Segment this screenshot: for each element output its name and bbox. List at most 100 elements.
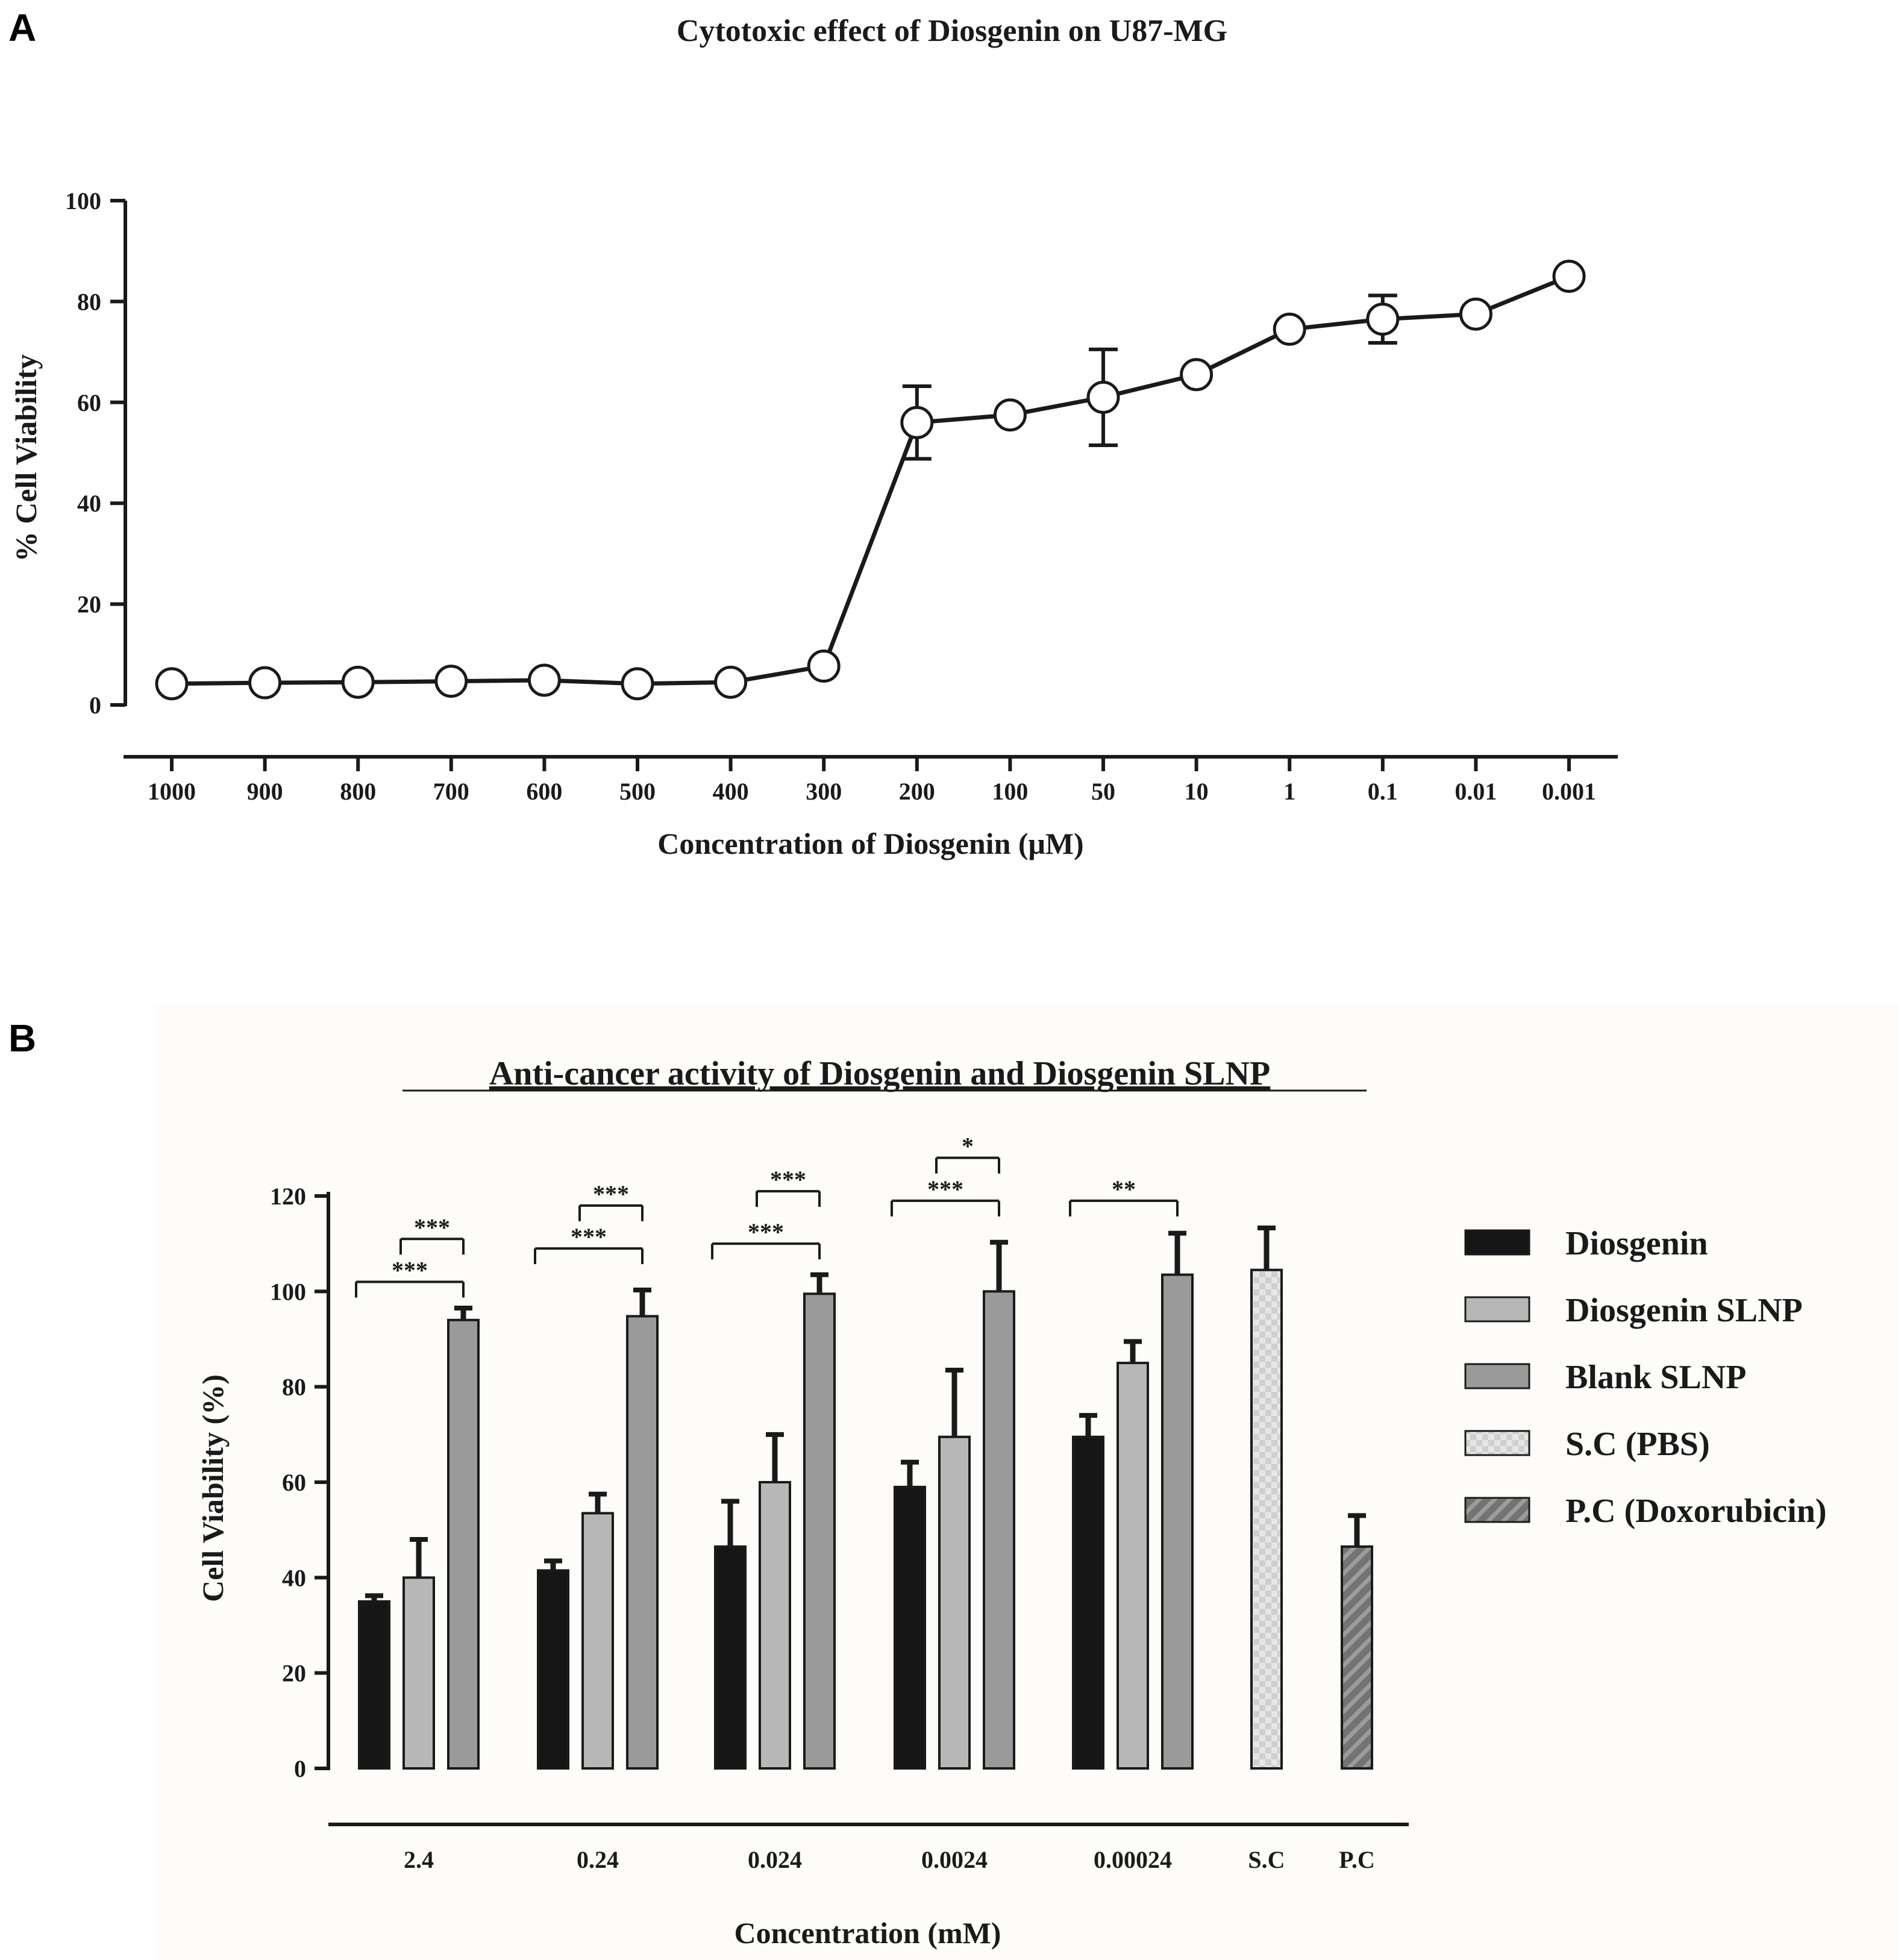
chart-b-bar bbox=[894, 1485, 926, 1770]
chart-b-bar bbox=[938, 1435, 971, 1770]
chart-a-points bbox=[155, 260, 1586, 701]
chart-a-data-point bbox=[1459, 297, 1492, 331]
chart-a-x-tick-label: 900 bbox=[247, 778, 283, 805]
chart-a-y-tick-label: 40 bbox=[77, 490, 101, 517]
chart-b-legend-label: Blank SLNP bbox=[1565, 1359, 1746, 1396]
chart-a-x-tick-label: 200 bbox=[899, 778, 935, 805]
chart-b-y-tick-label: 0 bbox=[294, 1755, 306, 1782]
chart-b-bar bbox=[1341, 1545, 1373, 1770]
chart-b-legend: Diosgenin Diosgenin SLNP Blank SLNP S.C (PB… bbox=[1464, 1225, 1827, 1530]
chart-b-bar bbox=[358, 1600, 390, 1770]
panel-label-b: B bbox=[8, 1016, 36, 1060]
chart-b-legend-label: S.C (PBS) bbox=[1565, 1426, 1710, 1463]
chart-b-significance-label: *** bbox=[593, 1180, 629, 1207]
chart-b-x-tick-label: 2.4 bbox=[404, 1846, 434, 1873]
chart-b-x-ticks: 2.4 0.24 0.024 0.0024 0.00024 S.C P.C bbox=[404, 1846, 1375, 1873]
chart-b-significance-label: * bbox=[962, 1133, 974, 1160]
chart-a-data-point bbox=[155, 667, 189, 701]
chart-b-bar bbox=[803, 1292, 836, 1770]
chart-a-y-tick-label: 60 bbox=[77, 389, 101, 416]
chart-b-background bbox=[155, 1005, 1898, 1960]
chart-a-data-point bbox=[1180, 358, 1214, 392]
chart-a-x-tick-label: 400 bbox=[713, 778, 749, 805]
panel-label-a: A bbox=[8, 6, 36, 49]
chart-b-y-ticks: 0 20 40 60 80 100 120 bbox=[270, 1183, 328, 1782]
chart-b-bar bbox=[759, 1481, 791, 1770]
chart-a-y-tick-label: 80 bbox=[77, 288, 101, 315]
chart-b-y-tick-label: 40 bbox=[282, 1564, 306, 1591]
chart-a-x-tick-label: 50 bbox=[1091, 778, 1115, 805]
chart-a-data-point bbox=[1552, 260, 1586, 293]
chart-b-significance-label: *** bbox=[770, 1166, 806, 1193]
chart-a-title: Cytotoxic effect of Diosgenin on U87-MG bbox=[677, 14, 1227, 48]
chart-b-y-tick-label: 20 bbox=[282, 1660, 306, 1687]
chart-a-x-tick-label: 100 bbox=[992, 778, 1028, 805]
chart-a-x-label: Concentration of Diosgenin (μM) bbox=[657, 827, 1083, 860]
chart-a-x-tick-label: 1000 bbox=[148, 778, 196, 805]
chart-a-y-ticks: 0 20 40 60 80 100 bbox=[65, 187, 125, 719]
chart-b-title: Anti-cancer activity of Diosgenin and Di… bbox=[489, 1055, 1270, 1092]
chart-b-legend-label: Diosgenin SLNP bbox=[1565, 1292, 1803, 1329]
chart-a-x-tick-label: 300 bbox=[806, 778, 842, 805]
chart-b-bar bbox=[402, 1576, 435, 1770]
chart-a-x-ticks: 1000 900 800 700 600 500 400 300 200 100 50 10 1 0.1 0… bbox=[148, 757, 1596, 805]
chart-b-bar bbox=[626, 1315, 659, 1770]
chart-b-y-tick-label: 60 bbox=[282, 1469, 306, 1496]
chart-a-data-point bbox=[434, 665, 468, 698]
chart-a-error-bars bbox=[902, 293, 1397, 461]
chart-b-significance-label: *** bbox=[392, 1257, 428, 1284]
chart-a: Cytotoxic effect of Diosgenin on U87-MG … bbox=[9, 14, 1618, 860]
chart-b-x-tick-label: P.C bbox=[1339, 1846, 1375, 1873]
chart-b-bar bbox=[1250, 1268, 1283, 1770]
chart-b: Anti-cancer activity of Diosgenin and Di… bbox=[196, 1055, 1827, 1950]
chart-a-x-tick-label: 10 bbox=[1185, 778, 1209, 805]
chart-a-data-point bbox=[714, 665, 748, 699]
chart-b-bar bbox=[1161, 1273, 1194, 1770]
chart-a-y-tick-label: 0 bbox=[89, 692, 101, 719]
chart-a-data-point bbox=[621, 667, 654, 701]
chart-b-x-tick-label: 0.0024 bbox=[921, 1846, 988, 1873]
chart-b-bars bbox=[358, 1226, 1373, 1770]
chart-a-data-point bbox=[1086, 380, 1120, 414]
chart-a-x-tick-label: 600 bbox=[526, 778, 562, 805]
chart-a-data-point bbox=[993, 398, 1027, 432]
chart-a-x-tick-label: 700 bbox=[433, 778, 469, 805]
chart-b-legend-label: Diosgenin bbox=[1565, 1225, 1708, 1262]
chart-a-x-tick-label: 0.01 bbox=[1455, 778, 1497, 805]
chart-b-x-label: Concentration (mM) bbox=[734, 1916, 1001, 1950]
chart-b-legend-swatch bbox=[1464, 1363, 1530, 1389]
chart-b-legend-swatch bbox=[1464, 1497, 1530, 1523]
chart-a-x-tick-label: 0.001 bbox=[1542, 778, 1596, 805]
chart-b-significance-label: *** bbox=[414, 1213, 450, 1241]
chart-a-data-point bbox=[1273, 312, 1306, 346]
chart-b-legend-label: P.C (Doxorubicin) bbox=[1565, 1492, 1827, 1530]
chart-b-y-tick-label: 120 bbox=[270, 1183, 306, 1210]
chart-b-bar bbox=[581, 1512, 614, 1770]
chart-a-series-line bbox=[171, 274, 1570, 686]
chart-b-legend-swatch bbox=[1464, 1296, 1530, 1323]
chart-b-significance-label: ** bbox=[1112, 1176, 1136, 1203]
chart-b-y-label: Cell Viability (%) bbox=[196, 1374, 230, 1602]
chart-b-bar bbox=[1117, 1362, 1149, 1770]
chart-b-bar bbox=[714, 1545, 747, 1770]
chart-b-x-tick-label: S.C bbox=[1248, 1846, 1285, 1873]
chart-a-y-label: % Cell Viability bbox=[9, 354, 43, 562]
chart-a-x-tick-label: 1 bbox=[1283, 778, 1295, 805]
chart-b-significance-label: *** bbox=[748, 1218, 784, 1245]
chart-b-bar bbox=[1072, 1435, 1104, 1770]
chart-a-x-tick-label: 800 bbox=[340, 778, 376, 805]
chart-a-data-point bbox=[248, 666, 282, 700]
chart-a-data-point bbox=[807, 650, 841, 683]
chart-b-x-tick-label: 0.024 bbox=[748, 1846, 802, 1873]
chart-b-legend-swatch bbox=[1464, 1229, 1530, 1256]
chart-b-legend-swatch bbox=[1464, 1430, 1530, 1456]
chart-b-bar bbox=[447, 1318, 480, 1770]
chart-b-x-tick-label: 0.24 bbox=[577, 1846, 619, 1873]
chart-b-y-tick-label: 100 bbox=[270, 1278, 306, 1305]
chart-b-significance-label: *** bbox=[571, 1223, 607, 1250]
chart-b-bar bbox=[983, 1290, 1015, 1770]
chart-b-significance-label: *** bbox=[927, 1176, 963, 1203]
chart-a-data-point bbox=[341, 665, 375, 699]
chart-a-data-point bbox=[527, 663, 561, 697]
